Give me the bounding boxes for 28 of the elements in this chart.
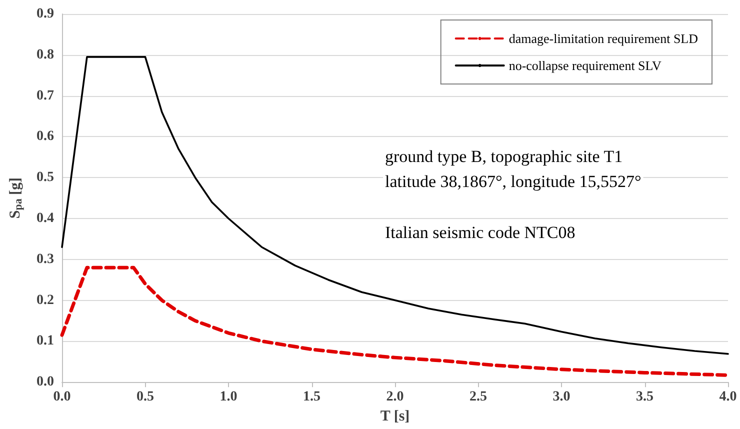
y-tick-label: 0.3 bbox=[36, 252, 54, 267]
y-tick-label: 0.6 bbox=[36, 129, 54, 144]
x-tick-label: 3.5 bbox=[636, 390, 654, 405]
x-tick-label: 1.5 bbox=[303, 390, 320, 405]
y-tick-label: 0.2 bbox=[36, 292, 54, 308]
x-tick-label: 2.5 bbox=[470, 390, 487, 405]
annotation: latitude 38,1867°, longitude 15,5527° bbox=[385, 172, 642, 191]
x-tick-label: 1.0 bbox=[220, 390, 238, 405]
line-series bbox=[61, 56, 729, 355]
x-tick-label: 2.0 bbox=[386, 390, 404, 405]
legend-label: damage-limitation requirement SLD bbox=[508, 31, 698, 46]
line-series bbox=[60, 266, 730, 377]
x-axis-title: T [s] bbox=[380, 408, 410, 424]
y-tick-label: 0.8 bbox=[36, 47, 54, 62]
annotation: Italian seismic code NTC08 bbox=[385, 223, 576, 242]
x-tick-label: 4.0 bbox=[719, 390, 737, 405]
y-tick-label: 0.4 bbox=[36, 211, 54, 226]
y-axis-title: Spa [g] bbox=[8, 177, 24, 219]
legend-label: no-collapse requirement SLV bbox=[508, 58, 662, 73]
y-tick-label: 0.7 bbox=[36, 88, 54, 104]
y-tick-label: 0.5 bbox=[36, 170, 54, 186]
y-tick-label: 0.1 bbox=[36, 334, 54, 349]
y-tick-label: 0.0 bbox=[36, 374, 54, 390]
annotation: ground type B, topographic site T1 bbox=[385, 147, 623, 166]
x-tick-label: 3.0 bbox=[552, 390, 570, 405]
x-tick-label: 0.5 bbox=[136, 390, 154, 405]
y-tick-label: 0.9 bbox=[36, 6, 54, 22]
x-tick-label: 0.0 bbox=[53, 390, 71, 405]
